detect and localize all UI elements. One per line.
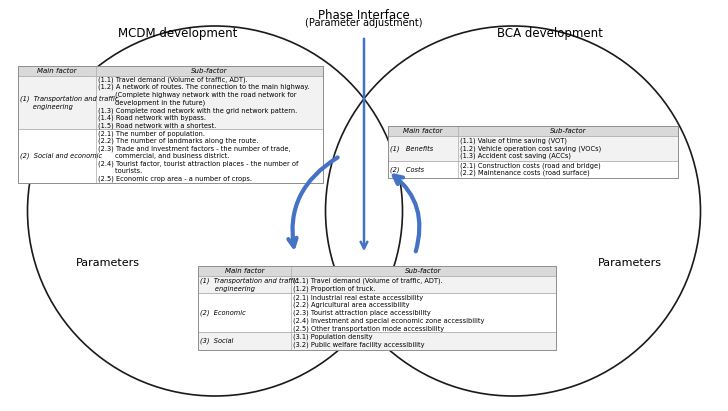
Text: (1.1) Value of time saving (VOT)
(1.2) Vehicle operation cost saving (VOCs)
(1.3: (1.1) Value of time saving (VOT) (1.2) V… — [459, 137, 601, 159]
Text: Sub-factor: Sub-factor — [550, 128, 586, 134]
Text: MCDM development: MCDM development — [119, 26, 237, 39]
Text: Sub-factor: Sub-factor — [405, 268, 442, 274]
Bar — [388, 161, 678, 178]
Text: (2.1) The number of population.
(2.2) The number of landmarks along the route.
(: (2.1) The number of population. (2.2) Th… — [98, 130, 298, 182]
Text: (1.1) Travel demand (Volume of traffic, ADT).
(1.2) Proportion of truck.: (1.1) Travel demand (Volume of traffic, … — [293, 277, 443, 292]
Bar — [198, 293, 556, 332]
Text: (1)  Transportation and traffic
       engineering: (1) Transportation and traffic engineeri… — [200, 278, 298, 292]
Text: (1)   Benefits: (1) Benefits — [390, 145, 433, 152]
Text: (Parameter adjustment): (Parameter adjustment) — [305, 18, 423, 28]
Text: Sub-factor: Sub-factor — [191, 68, 228, 74]
Bar — [18, 129, 323, 183]
Text: (2)  Social and economic: (2) Social and economic — [20, 153, 102, 159]
Text: (2.1) Industrial real estate accessibility
(2.2) Agricultural area accessibility: (2.1) Industrial real estate accessibili… — [293, 294, 484, 332]
Bar — [198, 332, 556, 350]
Text: Main factor: Main factor — [37, 68, 76, 74]
Text: (1.1) Travel demand (Volume of traffic, ADT).
(1.2) A network of routes. The con: (1.1) Travel demand (Volume of traffic, … — [98, 76, 309, 129]
Text: (3)  Social: (3) Social — [200, 338, 234, 344]
Text: Parameters: Parameters — [76, 258, 140, 268]
Text: (3.1) Population density
(3.2) Public welfare facility accessibility: (3.1) Population density (3.2) Public we… — [293, 334, 424, 348]
Bar — [388, 126, 678, 136]
Bar — [388, 126, 678, 178]
Bar — [198, 266, 556, 276]
Bar — [18, 66, 323, 183]
Text: Phase Interface: Phase Interface — [318, 9, 410, 22]
Text: (2)   Costs: (2) Costs — [390, 166, 424, 173]
Bar — [198, 266, 556, 350]
Bar — [18, 66, 323, 76]
Text: (2.1) Construction costs (road and bridge)
(2.2) Maintenance costs (road surface: (2.1) Construction costs (road and bridg… — [459, 162, 601, 176]
Text: BCA development: BCA development — [497, 26, 603, 39]
Bar — [198, 276, 556, 293]
Text: (2)  Economic: (2) Economic — [200, 309, 246, 316]
Bar — [388, 136, 678, 161]
Text: Main factor: Main factor — [225, 268, 264, 274]
Text: Main factor: Main factor — [403, 128, 443, 134]
Bar — [18, 76, 323, 129]
Text: (1)  Transportation and traffic
      engineering: (1) Transportation and traffic engineeri… — [20, 96, 119, 110]
Text: Parameters: Parameters — [598, 258, 662, 268]
